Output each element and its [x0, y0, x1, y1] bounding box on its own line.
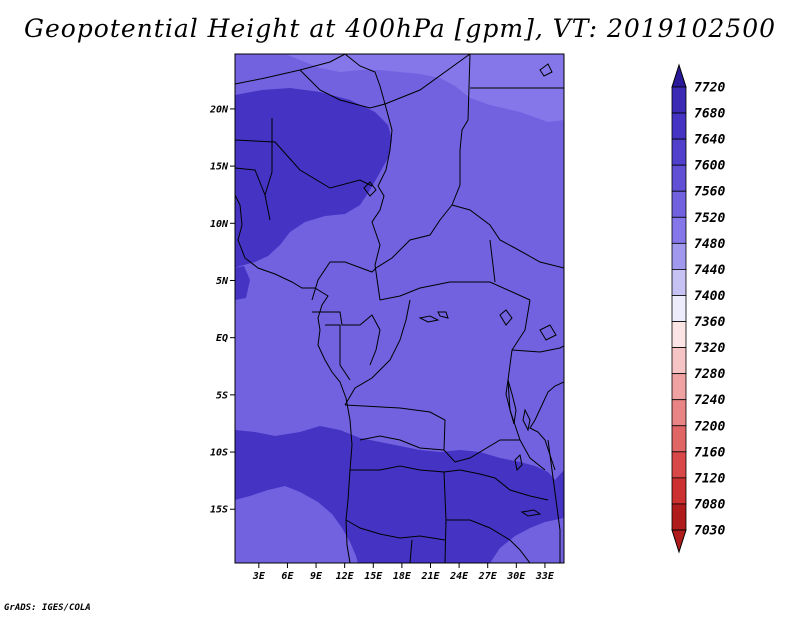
colorbar-label: 7160 — [694, 445, 725, 460]
colorbar-label: 7280 — [694, 367, 725, 382]
colorbar-segment — [671, 477, 687, 505]
colorbar-label: 7520 — [694, 211, 725, 226]
colorbar-bottom-arrow — [671, 529, 687, 554]
lakes — [363, 63, 557, 517]
height-field-southeast-light — [490, 518, 564, 563]
colorbar-label: 7680 — [694, 107, 725, 122]
map-frame — [234, 53, 565, 564]
colorbar-segment — [671, 269, 687, 296]
lon-tick-label: 12E — [336, 571, 355, 582]
map-panel — [235, 54, 564, 563]
colorbar-segment — [671, 347, 687, 375]
lon-tick-label: 21E — [420, 571, 440, 582]
lat-tick-label: EQ — [216, 333, 228, 344]
colorbar-segment — [671, 190, 687, 218]
latitude-axis: 20N 15N 10N 5N EQ 5S 10S 15S — [209, 104, 235, 516]
lon-tick-label: 3E — [252, 571, 266, 582]
height-field-top-band — [235, 54, 564, 122]
coastlines — [235, 194, 564, 563]
colorbar-segment — [671, 451, 687, 479]
colorbar-segment — [671, 425, 687, 453]
colorbar-segment — [671, 242, 687, 270]
longitude-axis: 3E 6E 9E 12E 15E 18E 21E 24E 27E 30E 33E — [252, 563, 555, 582]
colorbar-label: 7400 — [694, 289, 725, 304]
colorbar-segment — [671, 138, 687, 166]
lat-tick-label: 10N — [210, 219, 229, 230]
lat-tick-label: 5S — [216, 390, 228, 401]
colorbar: 7720 7680 7640 7600 7560 7520 7480 7440 7400 7360… — [671, 63, 725, 554]
height-field-west-dark-strip — [235, 266, 250, 300]
colorbar-segment — [671, 112, 687, 140]
colorbar-segment — [671, 373, 687, 401]
lon-tick-label: 9E — [310, 571, 323, 582]
lon-tick-label: 33E — [535, 571, 555, 582]
colorbar-label: 7480 — [694, 237, 725, 252]
lon-tick-label: 15E — [364, 571, 383, 582]
map-title: Geopotential Height at 400hPa [gpm], VT:… — [23, 14, 777, 43]
colorbar-label: 7640 — [694, 133, 725, 148]
lon-tick-label: 30E — [506, 571, 526, 582]
colorbar-segment — [671, 164, 687, 192]
colorbar-top-arrow — [671, 63, 687, 88]
lon-tick-label: 27E — [478, 571, 498, 582]
lat-tick-label: 20N — [209, 104, 229, 115]
grads-credit: GrADS: IGES/COLA — [4, 603, 91, 613]
colorbar-label: 7720 — [694, 81, 725, 96]
colorbar-label: 7440 — [694, 263, 725, 278]
lat-tick-label: 5N — [216, 276, 229, 287]
colorbar-label: 7320 — [694, 341, 725, 356]
colorbar-label: 7200 — [694, 419, 725, 434]
colorbar-label: 7080 — [694, 497, 725, 512]
colorbar-label: 7120 — [694, 471, 725, 486]
colorbar-label: 7240 — [694, 393, 725, 408]
colorbar-segment — [671, 86, 687, 114]
country-boundaries — [235, 54, 564, 563]
lat-tick-label: 15S — [210, 505, 228, 516]
lon-tick-label: 18E — [393, 571, 412, 582]
colorbar-segment — [671, 295, 687, 322]
colorbar-label: 7560 — [694, 185, 725, 200]
colorbar-segment — [671, 399, 687, 427]
colorbar-segment — [671, 503, 687, 531]
lon-tick-label: 6E — [281, 571, 294, 582]
lat-tick-label: 10S — [210, 448, 228, 459]
colorbar-label: 7360 — [694, 315, 725, 330]
lat-tick-label: 15N — [210, 162, 229, 173]
colorbar-label: 7600 — [694, 159, 725, 174]
lon-tick-label: 24E — [449, 571, 469, 582]
colorbar-segment — [671, 216, 687, 244]
colorbar-label: 7030 — [694, 524, 725, 539]
colorbar-segment — [671, 321, 687, 348]
height-field-south-light-tongue — [235, 486, 358, 563]
